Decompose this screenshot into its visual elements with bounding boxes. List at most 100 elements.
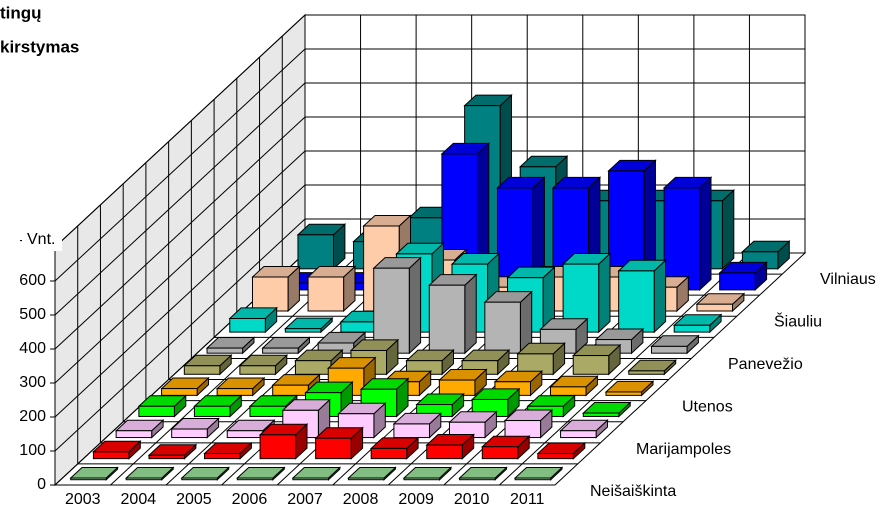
bar-front [171,428,208,439]
grid-line [54,218,306,452]
bar-front [605,391,643,396]
bar-front [183,365,221,375]
x-tick-label: 2006 [232,491,268,508]
chart-title: kirstymas [0,37,79,56]
depth-label: Šiauliu [774,312,822,331]
bar-front [252,276,289,312]
bar-front [262,347,299,354]
x-tick-label: 2005 [176,491,212,508]
bar-front [239,365,276,375]
bar-front [229,317,266,333]
bar-front [504,420,542,439]
bar-front [673,324,711,333]
bar-side [408,256,422,355]
bar [258,423,309,460]
bar-front [115,430,153,439]
bar-front [272,384,309,396]
bar-front [249,405,287,417]
bar [617,259,667,334]
bar [539,317,589,355]
bar [183,354,233,376]
x-tick-label: 2003 [65,491,101,508]
bar [425,433,475,460]
bar-side [699,176,712,292]
grid-line [54,116,306,350]
bar [306,265,357,313]
bar [284,316,334,334]
bar [291,466,342,481]
bar [662,176,713,292]
y-tick-label: 100 [19,442,46,459]
bar-front [193,405,231,417]
bar [203,441,253,460]
bar [559,419,609,439]
bar [561,252,612,334]
bar-front [125,477,163,481]
bar [372,256,422,355]
grid-line [54,150,306,384]
bar-front [484,301,521,354]
bar-front [537,453,574,460]
bar-front [582,412,620,417]
bar-front [560,430,597,439]
bar-front [370,447,408,460]
y-tick-label: 500 [19,306,46,323]
bar-front [138,405,175,417]
x-tick-label: 2008 [343,491,379,508]
x-tick-label: 2009 [398,491,434,508]
bar-front [92,451,130,460]
bar [347,466,397,481]
y-tick-label: 300 [19,374,46,391]
bar [650,334,700,355]
bar-front [428,284,466,354]
bar [549,375,599,397]
bar [124,466,175,481]
bar-side [464,273,477,355]
depth-label: Neišaiškinta [590,483,676,500]
bar-front [148,454,186,460]
bar-front [294,360,332,375]
bar-front [307,276,345,312]
bar [238,354,289,376]
bar-front [70,477,107,481]
bar [458,466,508,481]
bar-front [226,430,264,439]
bar-front [628,370,665,375]
y-tick-label: 200 [19,408,46,425]
bar [582,401,632,418]
grid-line [54,14,306,248]
bar [415,392,465,418]
bar-side [721,189,735,270]
depth-label: Panevežio [728,356,803,373]
bar [571,343,622,376]
bar [405,348,455,376]
bar [672,313,723,334]
bar [536,441,587,460]
bar-front [572,355,610,375]
bar [516,342,566,376]
bar-front [696,303,734,312]
y-tick-label: 400 [19,340,46,357]
bar [627,359,677,376]
bar [448,410,498,439]
bar-front [514,477,552,481]
bar-front [373,267,410,354]
depth-label: Vilniaus [820,271,876,288]
y-tick-label: 0 [37,476,46,493]
bar-front [297,234,335,270]
bar-front [650,345,688,354]
bar [137,394,188,418]
bar [392,412,443,439]
bar [503,408,554,439]
bar [718,261,768,292]
bar [160,376,210,397]
x-tick-label: 2007 [287,491,323,508]
bar [170,417,220,439]
bar-front [403,477,441,481]
bar-front [181,477,218,481]
chart-title: tingų [0,3,42,22]
bar [695,292,746,313]
bar-front [284,328,322,333]
bar [193,394,243,418]
